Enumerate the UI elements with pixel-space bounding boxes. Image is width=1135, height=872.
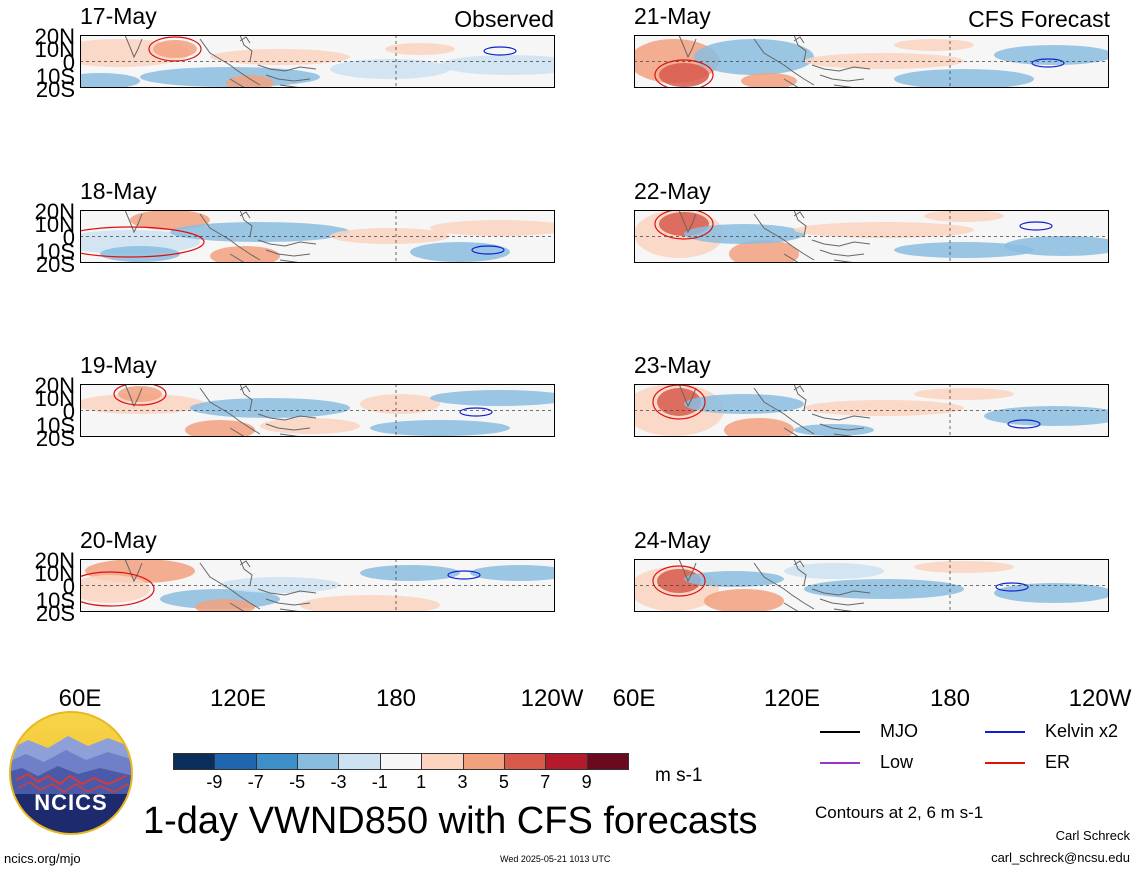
colorbar-tick-label: -3 xyxy=(330,772,347,792)
colorbar-tick-label: 7 xyxy=(540,772,551,792)
y-tick-label: 10N xyxy=(34,37,75,62)
y-tick-label: 0 xyxy=(62,399,75,424)
x-tick-120e-left: 120E xyxy=(209,685,267,712)
colorbar-tick-label: 9 xyxy=(581,772,592,792)
legend-low-line xyxy=(820,762,860,764)
map-panel-fcst-4 xyxy=(634,559,1109,612)
y-tick-label: 10N xyxy=(34,212,75,237)
colorbar-tick-label: 3 xyxy=(457,772,468,792)
map-panel-obs-3 xyxy=(80,384,555,437)
logo-text: NCICS xyxy=(34,790,108,815)
colorbar-swatch xyxy=(297,753,340,770)
y-tick-label: 10S xyxy=(35,587,75,613)
colorbar-swatch xyxy=(214,753,257,770)
footer-email[interactable]: carl_schreck@ncsu.edu xyxy=(991,850,1130,865)
colorbar-tick-label: -1 xyxy=(371,772,388,792)
panel-date-obs-1: 17-May xyxy=(80,3,157,29)
panel-date-obs-2: 18-May xyxy=(80,178,157,204)
panel-date-fcst-4: 24-May xyxy=(634,527,711,553)
colorbar-swatch xyxy=(379,753,423,770)
y-tick-label: 10S xyxy=(35,238,75,264)
contours-note: Contours at 2, 6 m s-1 xyxy=(815,803,984,822)
y-tick-label: 20N xyxy=(34,24,75,49)
colorbar-tick-label: -5 xyxy=(289,772,306,792)
x-tick-180-left: 180 xyxy=(375,685,417,712)
x-tick-120w-right: 120W xyxy=(1068,685,1132,712)
colorbar-swatch xyxy=(255,753,299,770)
panel-date-fcst-3: 23-May xyxy=(634,352,711,378)
x-tick-60e-right: 60E xyxy=(612,685,656,712)
y-tick-label: 0 xyxy=(62,574,75,599)
y-tick-label: 10N xyxy=(34,561,75,586)
y-tick-label: 20N xyxy=(34,548,75,573)
y-tick-label: 20S xyxy=(35,600,75,626)
x-tick-180-right: 180 xyxy=(929,685,971,712)
y-tick-label: 0 xyxy=(62,50,75,75)
legend-mjo-label: MJO xyxy=(880,721,918,741)
colorbar-units: m s-1 xyxy=(655,765,703,786)
observed-title: Observed xyxy=(454,6,554,32)
legend-low-label: Low xyxy=(880,752,914,772)
colorbar-swatch xyxy=(503,753,547,770)
map-panel-fcst-2 xyxy=(634,210,1109,263)
colorbar-tick-label: -7 xyxy=(247,772,264,792)
colorbar-swatch xyxy=(462,753,505,770)
footer-timestamp: Wed 2025-05-21 1013 UTC xyxy=(500,854,611,864)
legend-mjo-line xyxy=(820,731,860,733)
y-tick-label: 10S xyxy=(35,412,75,438)
colorbar-swatch xyxy=(586,753,629,770)
panel-date-fcst-1: 21-May xyxy=(634,3,711,29)
map-panel-fcst-1 xyxy=(634,35,1109,88)
x-tick-60e-left: 60E xyxy=(58,685,102,712)
x-tick-120e-right: 120E xyxy=(763,685,821,712)
legend-kelvin-line xyxy=(985,731,1025,733)
y-tick-label: 20N xyxy=(34,199,75,224)
forecast-title: CFS Forecast xyxy=(968,6,1110,32)
y-tick-label: 0 xyxy=(62,225,75,250)
map-panel-obs-2 xyxy=(80,210,555,263)
colorbar-tick-label: 1 xyxy=(416,772,427,792)
legend-er-line xyxy=(985,762,1025,764)
panel-date-obs-4: 20-May xyxy=(80,527,157,553)
x-tick-120w-left: 120W xyxy=(520,685,584,712)
colorbar-swatch xyxy=(173,753,216,770)
y-tick-label: 10S xyxy=(35,63,75,89)
y-tick-label: 20N xyxy=(34,373,75,398)
panel-date-fcst-2: 22-May xyxy=(634,178,711,204)
y-tick-label: 20S xyxy=(35,425,75,451)
y-tick-label: 20S xyxy=(35,251,75,277)
colorbar-labels: -9 -7 -5 -3 -1 1 3 5 7 9 xyxy=(173,773,628,795)
footer-author: Carl Schreck xyxy=(1055,828,1130,843)
ncics-logo: NCICS xyxy=(8,710,134,836)
y-tick-label: 20S xyxy=(35,76,75,102)
colorbar-tick-label: 5 xyxy=(498,772,509,792)
panel-date-obs-3: 19-May xyxy=(80,352,157,378)
map-panel-obs-1 xyxy=(80,35,555,88)
map-panel-fcst-3 xyxy=(634,384,1109,437)
figure-title: 1-day VWND850 with CFS forecasts xyxy=(143,800,758,842)
colorbar-swatch xyxy=(421,753,464,770)
footer-url[interactable]: ncics.org/mjo xyxy=(4,851,81,866)
legend-kelvin-label: Kelvin x2 xyxy=(1045,721,1119,741)
colorbar xyxy=(173,753,629,770)
y-tick-label: 10N xyxy=(34,386,75,411)
colorbar-swatch xyxy=(545,753,588,770)
legend-er-label: ER xyxy=(1045,752,1071,772)
map-panel-obs-4 xyxy=(80,559,555,612)
colorbar-swatch xyxy=(338,753,381,770)
colorbar-tick-label: -9 xyxy=(206,772,223,792)
